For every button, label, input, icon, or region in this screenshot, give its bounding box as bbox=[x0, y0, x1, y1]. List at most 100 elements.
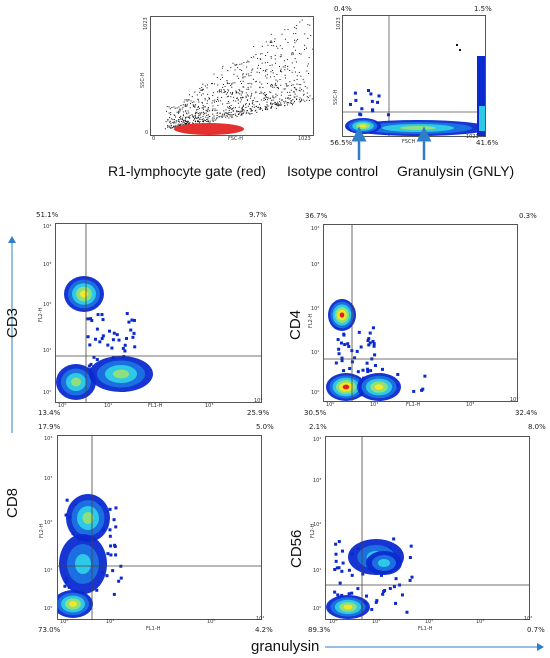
scatter-event-dot bbox=[194, 106, 196, 108]
scatter-event-dot bbox=[179, 119, 181, 121]
scatter-event-dot bbox=[299, 101, 301, 103]
scatter-event-dot bbox=[270, 40, 272, 42]
scatter-event-dot bbox=[245, 92, 247, 94]
scatter-event-dot bbox=[224, 112, 226, 114]
scatter-event-dot bbox=[198, 99, 200, 101]
scatter-event-dot bbox=[270, 57, 272, 59]
scatter-event-dot bbox=[168, 106, 170, 108]
scatter-event-dot bbox=[242, 104, 244, 106]
scatter-event-dot bbox=[270, 71, 272, 73]
scatter-event-dot bbox=[204, 112, 206, 114]
scatter-event-dot bbox=[303, 49, 305, 51]
scatter-event-dot bbox=[170, 112, 172, 114]
scatter-event-dot bbox=[260, 91, 262, 93]
cd56-speck bbox=[340, 549, 344, 553]
scatter-event-dot bbox=[294, 93, 296, 95]
cd3-x-axis-label: FL1-H bbox=[148, 403, 163, 409]
scatter-event-dot bbox=[280, 104, 282, 106]
cd56-speck bbox=[350, 573, 354, 577]
cd56-speck bbox=[334, 559, 338, 563]
scatter-event-dot bbox=[299, 21, 301, 23]
scatter-event-dot bbox=[175, 122, 177, 124]
scatter-event-dot bbox=[306, 87, 308, 89]
scatter-event-dot bbox=[180, 123, 182, 125]
scatter-event-dot bbox=[211, 83, 213, 85]
cd56-x-tick-0: 10⁰ bbox=[329, 619, 338, 625]
cd4-side-label: CD4 bbox=[287, 309, 304, 340]
scatter-event-dot bbox=[228, 105, 230, 107]
scatter-event-dot bbox=[173, 114, 175, 116]
granulysin-label: granulysin bbox=[251, 638, 320, 655]
cd3-speck bbox=[125, 312, 129, 316]
scatter-event-dot bbox=[173, 121, 175, 123]
scatter-event-dot bbox=[202, 119, 204, 121]
cd8-speck bbox=[112, 592, 116, 596]
cd56-density-canvas bbox=[326, 437, 529, 619]
scatter-event-dot bbox=[247, 86, 249, 88]
scatter-event-dot bbox=[304, 33, 306, 35]
scatter-event-dot bbox=[167, 125, 169, 127]
scatter-event-dot bbox=[233, 73, 235, 75]
scatter-event-dot bbox=[275, 107, 277, 109]
scatter-event-dot bbox=[201, 87, 203, 89]
scatter-event-dot bbox=[255, 54, 257, 56]
scatter-event-dot bbox=[186, 105, 188, 107]
gnly-pct-br: 41.6% bbox=[476, 139, 499, 147]
scatter-event-dot bbox=[217, 104, 219, 106]
cd56-pct-tr: 8.0% bbox=[528, 423, 546, 431]
scatter-event-dot bbox=[186, 113, 188, 115]
cd56-speck bbox=[333, 567, 337, 571]
scatter-event-dot bbox=[311, 98, 313, 100]
cd8-x-tick-3: 10³ bbox=[207, 619, 216, 625]
scatter-event-dot bbox=[206, 121, 208, 123]
scatter-event-dot bbox=[226, 80, 228, 82]
scatter-event-dot bbox=[219, 112, 221, 114]
scatter-event-dot bbox=[280, 84, 282, 86]
cd3-y-tick-2: 10² bbox=[43, 302, 52, 308]
scatter-event-dot bbox=[304, 100, 306, 102]
scatter-event-dot bbox=[187, 99, 189, 101]
scatter-event-dot bbox=[228, 82, 230, 84]
scatter-event-dot bbox=[294, 42, 296, 44]
scatter-event-dot bbox=[236, 91, 238, 93]
scatter-event-dot bbox=[300, 101, 302, 103]
scatter-event-dot bbox=[301, 98, 303, 100]
scatter-event-dot bbox=[296, 25, 298, 27]
scatter-event-dot bbox=[242, 113, 244, 115]
scatter-event-dot bbox=[203, 119, 205, 121]
scatter-event-dot bbox=[182, 122, 184, 124]
scatter-event-dot bbox=[270, 106, 272, 108]
scatter-event-dot bbox=[291, 84, 293, 86]
cd3-y-tick-1: 10¹ bbox=[43, 348, 52, 354]
scatter-event-dot bbox=[236, 64, 238, 66]
scatter-event-dot bbox=[284, 65, 286, 67]
scatter-event-dot bbox=[304, 85, 306, 87]
scatter-event-dot bbox=[220, 78, 222, 80]
cd4-y-tick-0: 10⁰ bbox=[311, 390, 320, 396]
scatter-event-dot bbox=[221, 74, 223, 76]
scatter-event-dot bbox=[213, 73, 215, 75]
cd4-speck bbox=[423, 374, 427, 378]
cd56-speck bbox=[405, 610, 409, 614]
scatter-event-dot bbox=[278, 66, 280, 68]
scatter-event-dot bbox=[275, 104, 277, 106]
scatter-event-dot bbox=[193, 105, 195, 107]
scatter-event-dot bbox=[307, 97, 309, 99]
scatter-event-dot bbox=[242, 86, 244, 88]
cd4-pop-2-level-4 bbox=[374, 384, 384, 390]
scatter-event-dot bbox=[199, 113, 201, 115]
scatter-event-dot bbox=[194, 117, 196, 119]
scatter-event-dot bbox=[251, 108, 253, 110]
scatter-event-dot bbox=[273, 86, 275, 88]
cd4-density-canvas bbox=[324, 225, 517, 401]
cd56-pop-2-level-2 bbox=[378, 559, 390, 567]
scatter-event-dot bbox=[226, 96, 228, 98]
scatter-event-dot bbox=[285, 100, 287, 102]
scatter-event-dot bbox=[234, 64, 236, 66]
scatter-event-dot bbox=[303, 81, 305, 83]
scatter-event-dot bbox=[243, 62, 245, 64]
r1-x-tick-min: 0 bbox=[152, 136, 156, 142]
cd4-speck bbox=[371, 326, 375, 330]
scatter-event-dot bbox=[185, 123, 187, 125]
scatter-event-dot bbox=[209, 110, 211, 112]
